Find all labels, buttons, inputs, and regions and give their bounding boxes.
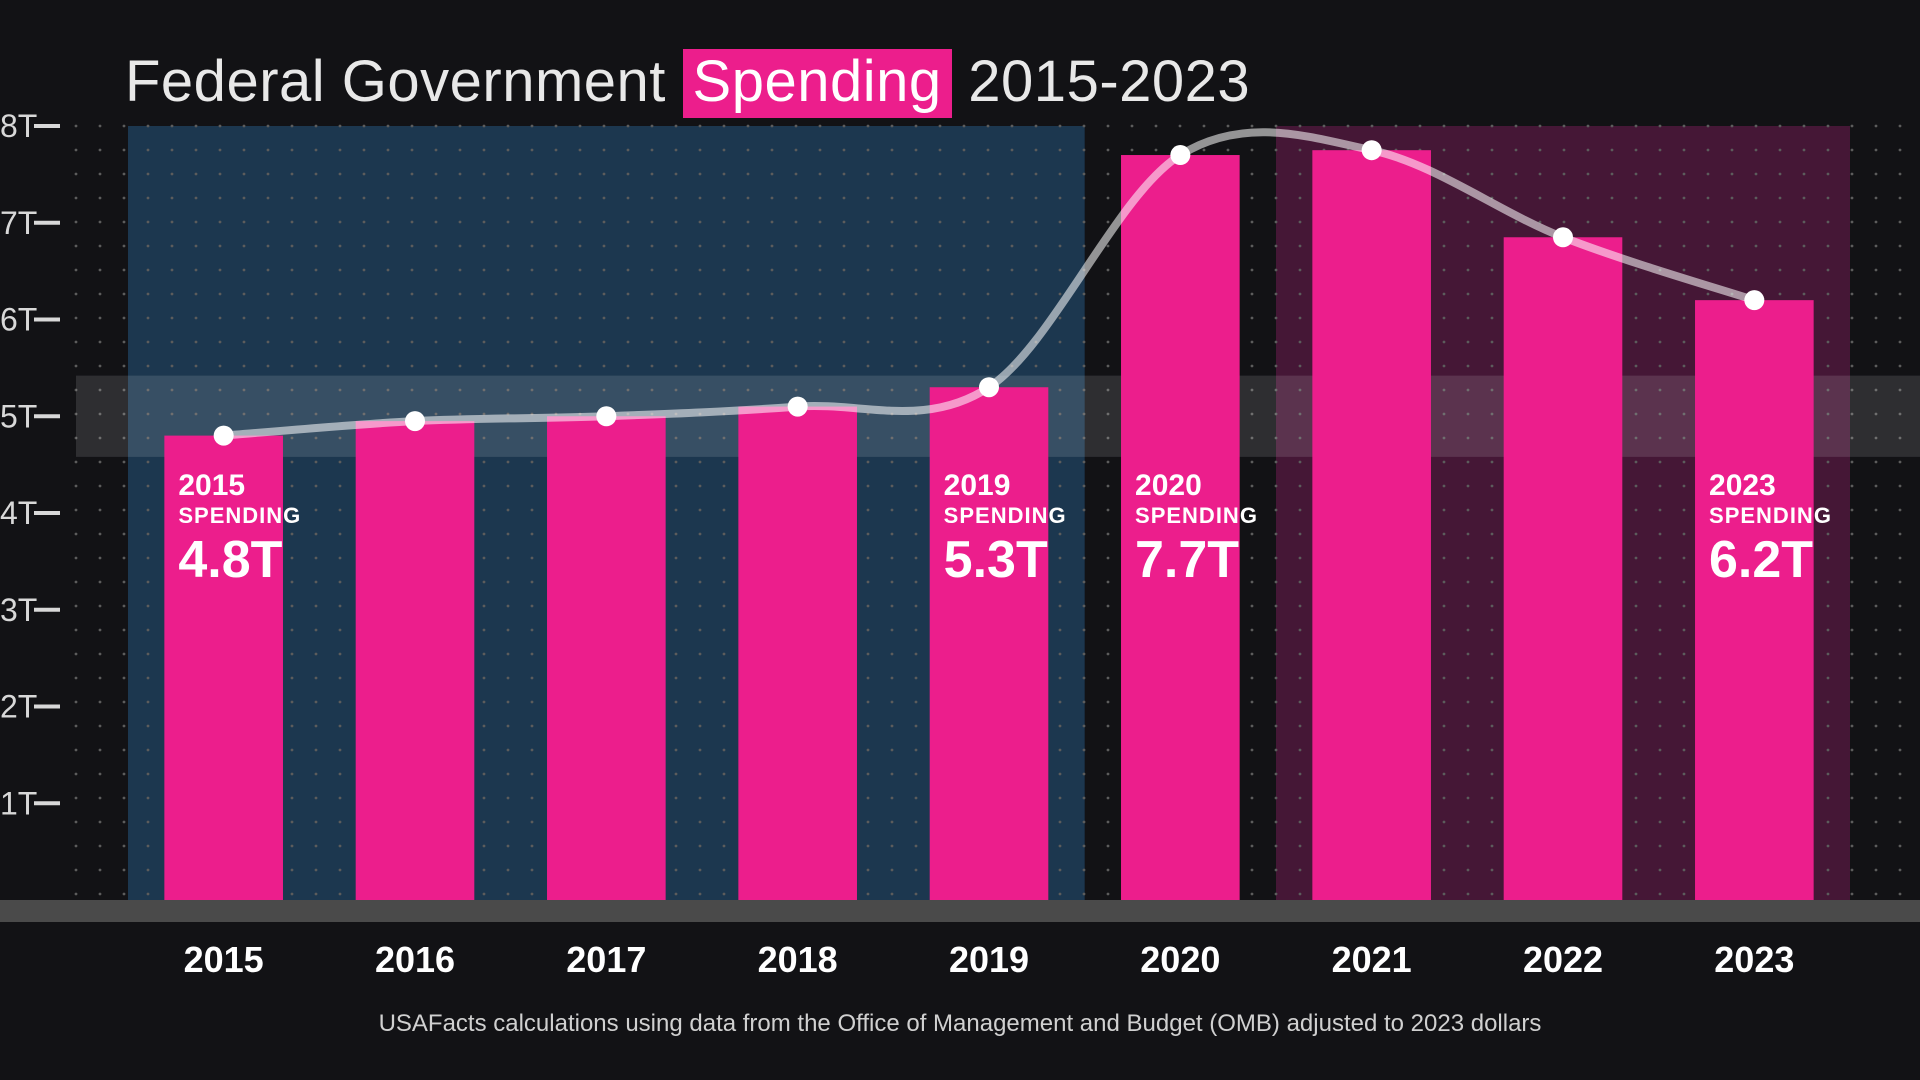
- callout-year: 2019: [944, 469, 1011, 502]
- bar: [1312, 150, 1431, 900]
- callout-label: SPENDING: [944, 503, 1067, 528]
- trend-marker: [1170, 145, 1190, 165]
- x-baseline: [0, 900, 1920, 922]
- bar: [930, 387, 1049, 900]
- trend-marker: [596, 406, 616, 426]
- bar: [547, 416, 666, 900]
- y-tick-label: 3T: [0, 592, 37, 628]
- trend-marker: [1744, 290, 1764, 310]
- trend-marker: [1362, 140, 1382, 160]
- x-tick-label: 2020: [1140, 939, 1220, 980]
- y-tick-label: 4T: [0, 495, 37, 531]
- y-tick-label: 6T: [0, 302, 37, 338]
- trend-marker: [788, 397, 808, 417]
- callout-year: 2023: [1709, 469, 1776, 502]
- x-tick-label: 2018: [758, 939, 838, 980]
- callout-value: 7.7T: [1135, 531, 1239, 589]
- spending-bar-chart: 1T 2T 3T 4T 5T 6T 7T 8T 2015 2016 2017 2018 2019 2020…: [0, 0, 1920, 1080]
- bar: [738, 407, 857, 900]
- x-tick-label: 2022: [1523, 939, 1603, 980]
- trend-marker: [979, 377, 999, 397]
- callout-label: SPENDING: [178, 503, 301, 528]
- callout-value: 4.8T: [178, 531, 282, 589]
- x-tick-label: 2021: [1332, 939, 1412, 980]
- bar: [1695, 300, 1814, 900]
- trend-marker: [1553, 227, 1573, 247]
- y-tick-label: 7T: [0, 205, 37, 241]
- callout-label: SPENDING: [1135, 503, 1258, 528]
- callout-label: SPENDING: [1709, 503, 1832, 528]
- x-tick-label: 2016: [375, 939, 455, 980]
- trend-marker: [405, 411, 425, 431]
- y-tick-label: 5T: [0, 398, 37, 434]
- x-tick-label: 2023: [1714, 939, 1794, 980]
- x-tick-label: 2019: [949, 939, 1029, 980]
- chart-footnote: USAFacts calculations using data from th…: [0, 1010, 1920, 1038]
- trend-marker: [214, 426, 234, 446]
- callout-value: 6.2T: [1709, 531, 1813, 589]
- bar: [1504, 237, 1623, 900]
- callout-value: 5.3T: [944, 531, 1048, 589]
- y-tick-label: 2T: [0, 689, 37, 725]
- callout-year: 2015: [178, 469, 245, 502]
- x-tick-label: 2015: [184, 939, 264, 980]
- callout-year: 2020: [1135, 469, 1202, 502]
- y-tick-label: 1T: [0, 785, 37, 821]
- y-tick-label: 8T: [0, 108, 37, 144]
- bar: [356, 421, 475, 900]
- x-tick-label: 2017: [566, 939, 646, 980]
